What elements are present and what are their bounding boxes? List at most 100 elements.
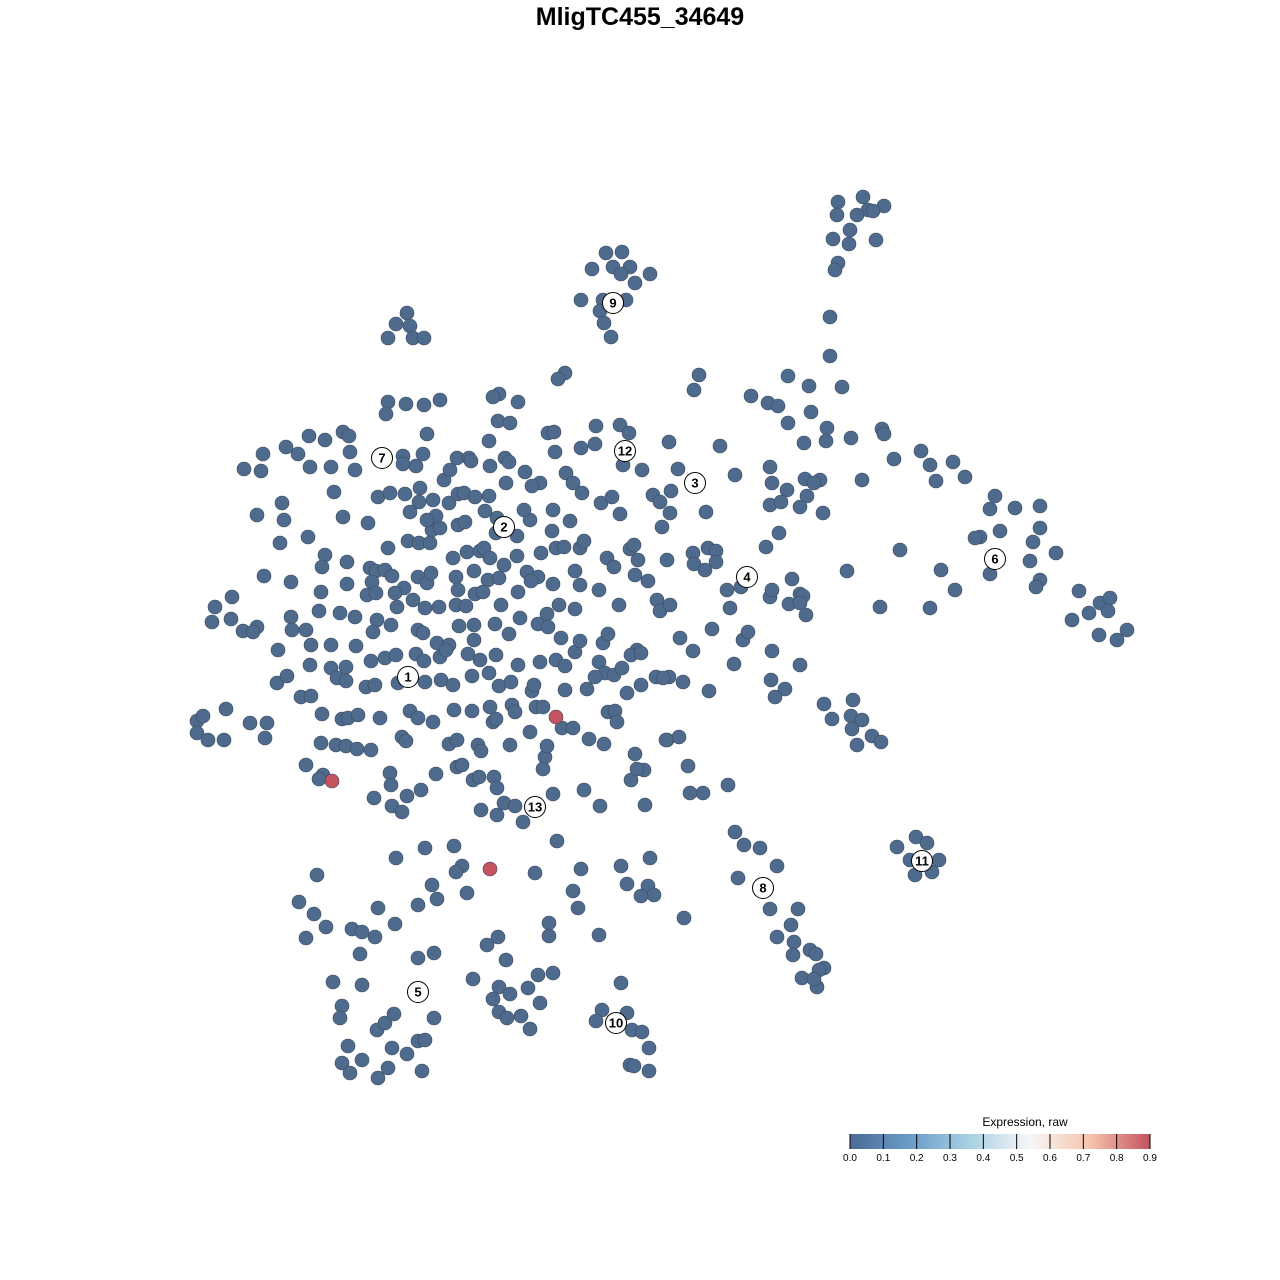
cluster-label-text: 10 <box>609 1016 623 1031</box>
data-point <box>557 658 573 674</box>
data-point <box>720 777 736 793</box>
data-point <box>448 864 464 880</box>
data-point <box>459 885 475 901</box>
data-point <box>1007 500 1023 516</box>
data-point <box>588 418 604 434</box>
data-point <box>426 1010 442 1026</box>
data-point <box>770 398 786 414</box>
data-point <box>383 777 399 793</box>
data-point <box>451 618 467 634</box>
data-point <box>670 461 686 477</box>
data-point <box>588 1013 604 1029</box>
colorbar-tick-label: 0.8 <box>1109 1153 1124 1164</box>
data-point <box>464 668 480 684</box>
data-point <box>613 975 629 991</box>
data-point <box>410 710 426 726</box>
data-point <box>338 659 354 675</box>
data-point <box>257 730 273 746</box>
data-point <box>510 657 526 673</box>
data-point <box>629 761 645 777</box>
data-point <box>311 603 327 619</box>
chart-title: MligTC455_34649 <box>535 3 745 31</box>
data-point <box>849 207 865 223</box>
cluster-label-8: 8 <box>752 877 774 899</box>
data-point <box>490 413 506 429</box>
data-point <box>604 489 620 505</box>
data-point <box>419 426 435 442</box>
data-point <box>270 642 286 658</box>
data-point <box>967 530 983 546</box>
data-point <box>195 708 211 724</box>
data-point <box>313 735 329 751</box>
data-point <box>764 582 780 598</box>
data-point <box>236 461 252 477</box>
data-point <box>630 552 646 568</box>
data-point <box>682 785 698 801</box>
data-point <box>301 428 317 444</box>
cluster-label-4: 4 <box>736 566 758 588</box>
data-point <box>633 888 649 904</box>
data-point <box>278 439 294 455</box>
data-point <box>499 1010 515 1026</box>
data-point <box>545 576 561 592</box>
data-point <box>587 436 603 452</box>
data-point <box>1028 579 1044 595</box>
data-point <box>799 488 815 504</box>
cluster-label-badge <box>493 516 515 538</box>
data-point <box>471 769 487 785</box>
data-point <box>459 544 475 560</box>
data-point <box>672 630 688 646</box>
data-point <box>432 520 448 536</box>
data-point <box>397 486 413 502</box>
data-point <box>298 930 314 946</box>
data-point <box>314 706 330 722</box>
data-point <box>389 599 405 615</box>
data-point <box>482 699 498 715</box>
data-point <box>498 952 514 968</box>
data-point <box>686 382 702 398</box>
data-point <box>736 837 752 853</box>
data-point <box>752 840 768 856</box>
cluster-label-10: 10 <box>605 1012 627 1034</box>
data-point <box>441 495 457 511</box>
data-point <box>485 991 501 1007</box>
colorbar-tick-label: 0.3 <box>943 1153 957 1164</box>
data-point <box>685 643 701 659</box>
data-point <box>386 1006 402 1022</box>
data-point <box>708 554 724 570</box>
data-point <box>641 1040 657 1056</box>
data-point <box>784 571 800 587</box>
data-point <box>526 677 542 693</box>
data-point <box>491 570 507 586</box>
data-point <box>491 979 507 995</box>
data-point <box>438 642 454 658</box>
cluster-label-text: 7 <box>378 451 385 466</box>
data-point <box>429 891 445 907</box>
data-point <box>464 703 480 719</box>
data-point <box>432 392 448 408</box>
data-point <box>740 624 756 640</box>
data-point <box>204 614 220 630</box>
data-point <box>473 802 489 818</box>
data-point <box>1048 545 1064 561</box>
data-point <box>982 501 998 517</box>
cluster-label-7: 7 <box>371 447 393 469</box>
data-point <box>1109 632 1125 648</box>
data-point <box>517 464 533 480</box>
data-point <box>919 835 935 851</box>
colorbar-tick-label: 0.0 <box>843 1153 857 1164</box>
data-point <box>697 562 713 578</box>
data-point <box>763 672 779 688</box>
data-point <box>422 535 438 551</box>
data-point <box>627 567 643 583</box>
data-point <box>691 367 707 383</box>
data-point <box>408 458 424 474</box>
cluster-label-badge <box>397 666 419 688</box>
data-point <box>627 275 643 291</box>
cluster-label-text: 1 <box>404 670 411 685</box>
data-point <box>463 453 479 469</box>
data-point <box>626 537 642 553</box>
data-point <box>340 1038 356 1054</box>
data-point <box>513 1008 529 1024</box>
